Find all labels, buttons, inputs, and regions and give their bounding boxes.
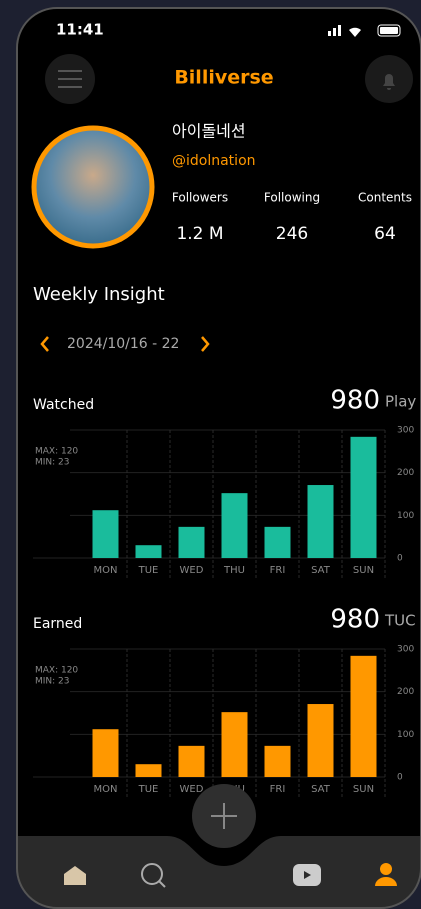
y-tick-label: 300 (397, 426, 414, 436)
section-title: Weekly Insight (33, 284, 165, 305)
bar (350, 436, 377, 558)
profile-icon[interactable] (380, 863, 392, 875)
home-icon[interactable] (64, 866, 86, 885)
stat-value: 1.2 M (176, 224, 223, 244)
stat-label: Contents (358, 191, 412, 205)
bar (307, 704, 334, 777)
bar (350, 655, 377, 777)
chart-unit: Play (385, 393, 416, 411)
y-tick-label: 0 (397, 773, 403, 783)
bar (178, 526, 205, 558)
chart-note: MIN: 23 (35, 677, 70, 687)
chart-title: Earned (33, 616, 82, 632)
avatar[interactable] (31, 125, 155, 249)
chart-total: 980 (330, 605, 380, 635)
status-time: 11:41 (56, 21, 104, 39)
x-tick-label: MON (94, 784, 118, 795)
prev-week[interactable] (40, 336, 49, 352)
x-tick-label: SAT (311, 784, 331, 795)
chart-note: MIN: 23 (35, 458, 70, 468)
stat-label: Following (264, 191, 320, 205)
y-tick-label: 0 (397, 554, 403, 564)
bar (92, 729, 119, 777)
x-tick-label: SAT (311, 565, 331, 576)
stat-value: 64 (374, 224, 396, 244)
bar (92, 510, 119, 558)
bar (221, 493, 248, 558)
chart-note: MAX: 120 (35, 666, 78, 676)
y-tick-label: 200 (397, 468, 414, 478)
x-tick-label: SUN (353, 784, 374, 795)
bar (178, 745, 205, 777)
bell-icon (383, 74, 395, 90)
date-range: 2024/10/16 - 22 (67, 336, 179, 352)
bar (264, 745, 291, 777)
y-tick-label: 100 (397, 730, 414, 740)
x-tick-label: SUN (353, 565, 374, 576)
app-title: Billiverse (174, 67, 273, 89)
chart-title: Watched (33, 397, 94, 413)
chart-unit: TUC (384, 612, 416, 630)
bar (307, 485, 334, 558)
bar (135, 545, 162, 558)
search-icon[interactable] (141, 863, 163, 885)
next-week[interactable] (201, 336, 210, 352)
phone-frame (16, 7, 421, 909)
stat-label: Followers (172, 191, 228, 205)
x-tick-label: TUE (138, 784, 159, 795)
y-tick-label: 200 (397, 687, 414, 697)
bar (264, 526, 291, 558)
chart-total: 980 (330, 386, 380, 416)
y-tick-label: 300 (397, 645, 414, 655)
x-tick-label: FRI (270, 784, 286, 795)
bottom-nav (17, 784, 421, 909)
bar (135, 764, 162, 777)
chart-note: MAX: 120 (35, 447, 78, 457)
status-icons (328, 24, 401, 37)
bar (221, 712, 248, 777)
x-tick-label: FRI (270, 565, 286, 576)
x-tick-label: TUE (138, 565, 159, 576)
x-tick-label: WED (180, 565, 204, 576)
x-tick-label: WED (180, 784, 204, 795)
profile-name: 아이돌네션 (172, 122, 246, 141)
x-tick-label: THU (223, 565, 245, 576)
menu-icon (58, 70, 82, 88)
stat-value: 246 (276, 224, 308, 244)
y-tick-label: 100 (397, 511, 414, 521)
profile-handle: @idolnation (172, 153, 256, 169)
x-tick-label: MON (94, 565, 118, 576)
nav-bar (17, 836, 421, 909)
